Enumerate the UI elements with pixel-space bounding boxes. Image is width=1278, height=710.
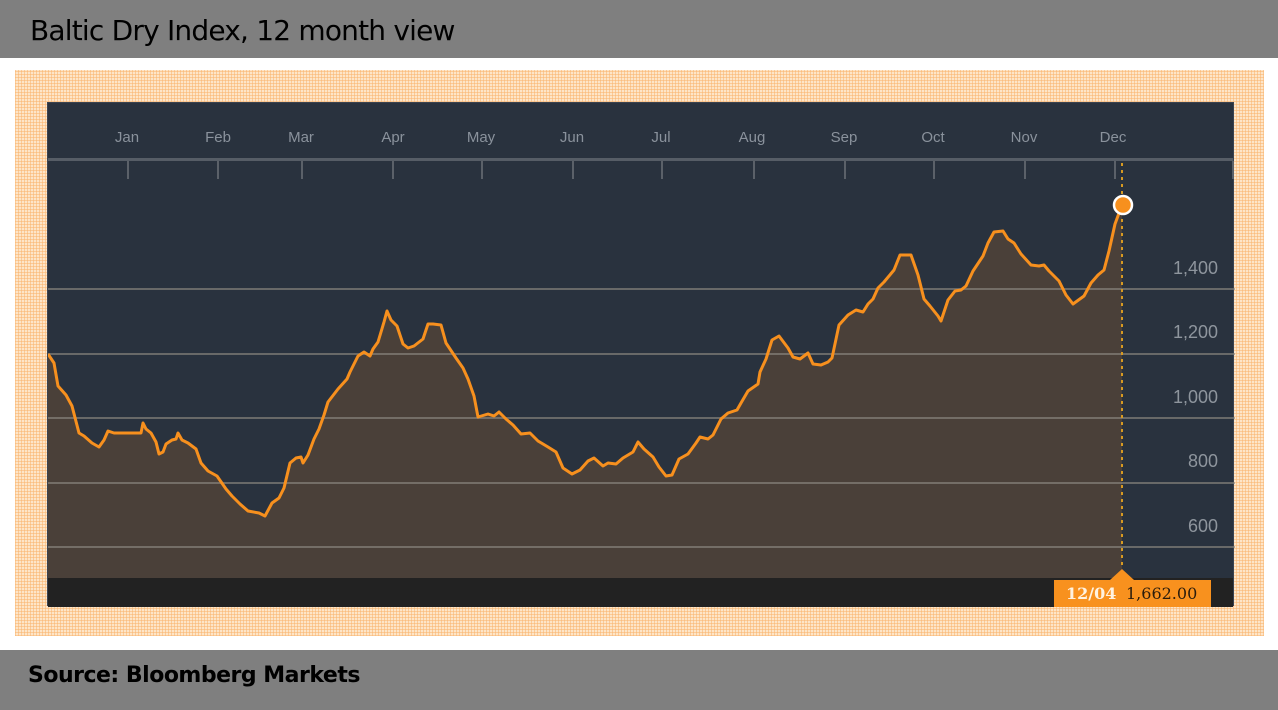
month-label: Oct: [921, 129, 945, 146]
x-tick: [1114, 161, 1116, 179]
page-title: Baltic Dry Index, 12 month view: [30, 14, 455, 47]
x-tick: [392, 161, 394, 179]
chart-panel: Jan Feb Mar Apr May Jun Jul Aug Sep Oct …: [47, 102, 1235, 607]
month-label: Apr: [381, 129, 405, 146]
y-tick-label: 1,400: [1172, 258, 1218, 278]
source-caption: Source: Bloomberg Markets: [28, 663, 360, 688]
month-label: Nov: [1010, 129, 1038, 146]
chart-footer-strip: [48, 578, 1233, 607]
tooltip-value: 1,662.00: [1126, 584, 1198, 603]
y-tick-label: 1,000: [1172, 387, 1218, 407]
y-tick-label: 800: [1187, 451, 1218, 471]
x-tick: [481, 161, 483, 179]
x-tick: [301, 161, 303, 179]
value-tooltip: 12/04 1,662.00: [1054, 569, 1211, 607]
month-label: Jul: [651, 129, 671, 146]
x-tick: [661, 161, 663, 179]
month-label: Jun: [559, 129, 585, 146]
title-bar: Baltic Dry Index, 12 month view: [0, 0, 1278, 58]
area-fill: [48, 205, 1122, 578]
latest-point-marker[interactable]: [1112, 194, 1134, 216]
x-tick: [572, 161, 574, 179]
tooltip-date: 12/04: [1066, 584, 1117, 603]
x-tick: [127, 161, 129, 179]
source-bar: Source: Bloomberg Markets: [0, 650, 1278, 710]
data-line: [48, 204, 1124, 518]
x-tick: [1232, 161, 1234, 179]
x-tick: [844, 161, 846, 179]
month-label: Dec: [1099, 129, 1127, 146]
y-tick-label: 1,200: [1172, 322, 1218, 342]
month-label: Mar: [288, 129, 314, 146]
plot-area: [48, 163, 1235, 578]
x-axis: [48, 158, 1233, 161]
x-tick: [1024, 161, 1026, 179]
x-tick: [933, 161, 935, 179]
month-label: Sep: [830, 129, 858, 146]
month-label: May: [466, 129, 496, 146]
x-tick: [217, 161, 219, 179]
y-tick-label: 600: [1187, 516, 1218, 536]
x-tick: [753, 161, 755, 179]
month-label: Feb: [205, 129, 231, 146]
month-label: Aug: [738, 129, 766, 146]
month-label: Jan: [114, 129, 140, 146]
